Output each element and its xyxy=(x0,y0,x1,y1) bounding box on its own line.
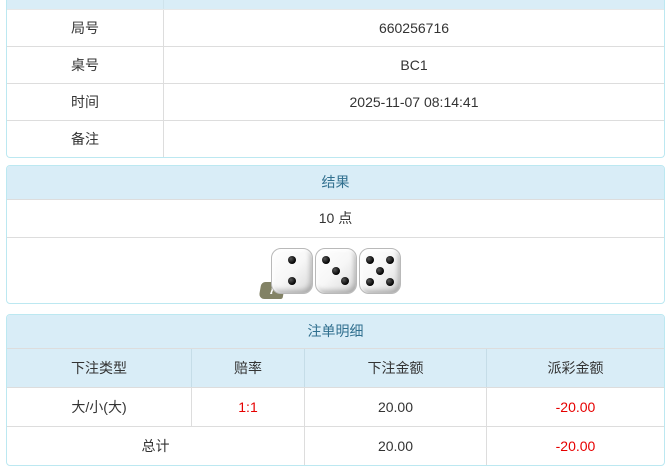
bet-row: 大/小(大) 1:1 20.00 -20.00 xyxy=(7,388,664,427)
round-info-panel: 局号 660256716 桌号 BC1 时间 2025-11-07 08:14:… xyxy=(6,0,665,158)
die-dot xyxy=(340,277,349,286)
die-dot xyxy=(322,255,331,264)
bet-details-panel: 注单明细 下注类型 赔率 下注金额 派彩金额 大/小(大) 1:1 20.00 … xyxy=(6,314,665,466)
total-payout-cell: -20.00 xyxy=(555,438,596,454)
bet-details-title: 注单明细 xyxy=(7,315,664,349)
bet-type-cell: 大/小(大) xyxy=(7,388,192,426)
result-title: 结果 xyxy=(7,166,664,200)
die-face-3 xyxy=(314,247,357,294)
die-dot xyxy=(365,255,374,264)
col-header-bet-amount: 下注金额 xyxy=(305,349,487,387)
time-value: 2025-11-07 08:14:41 xyxy=(349,94,479,110)
die-dot xyxy=(375,266,384,275)
die-dot xyxy=(331,266,340,275)
dice-group: i xyxy=(258,247,401,299)
round-info-header-partial xyxy=(7,0,664,10)
die-dot xyxy=(287,277,296,286)
round-info-header-cell xyxy=(7,0,164,9)
die-dot xyxy=(365,277,374,286)
die-dot xyxy=(385,255,394,264)
table-number-label: 桌号 xyxy=(7,47,164,83)
die-face-5 xyxy=(358,247,401,294)
dice-row: i xyxy=(7,238,664,303)
bet-amount-cell: 20.00 xyxy=(305,388,487,426)
col-header-odds: 赔率 xyxy=(192,349,305,387)
time-label: 时间 xyxy=(7,84,164,120)
result-panel: 结果 10 点 i xyxy=(6,165,665,304)
table-number-row: 桌号 BC1 xyxy=(7,47,664,84)
die-dot xyxy=(287,255,296,264)
remark-label: 备注 xyxy=(7,121,164,157)
table-number-value: BC1 xyxy=(400,57,428,73)
result-points: 10 点 xyxy=(7,200,664,238)
bet-table-header-row: 下注类型 赔率 下注金额 派彩金额 xyxy=(7,349,664,388)
bet-odds-cell: 1:1 xyxy=(192,388,305,426)
time-row: 时间 2025-11-07 08:14:41 xyxy=(7,84,664,121)
col-header-bet-type: 下注类型 xyxy=(7,349,192,387)
remark-value xyxy=(164,121,664,157)
round-number-label: 局号 xyxy=(7,10,164,46)
die-dot xyxy=(385,277,394,286)
total-amount-cell: 20.00 xyxy=(305,427,487,465)
remark-row: 备注 xyxy=(7,121,664,157)
total-row: 总计 20.00 -20.00 xyxy=(7,427,664,465)
round-number-value: 660256716 xyxy=(378,20,450,36)
col-header-payout-amount: 派彩金额 xyxy=(547,360,604,376)
die-face-2 xyxy=(270,247,313,294)
round-number-row: 局号 660256716 xyxy=(7,10,664,47)
total-label-cell: 总计 xyxy=(7,427,305,465)
bet-payout-cell: -20.00 xyxy=(555,399,596,415)
